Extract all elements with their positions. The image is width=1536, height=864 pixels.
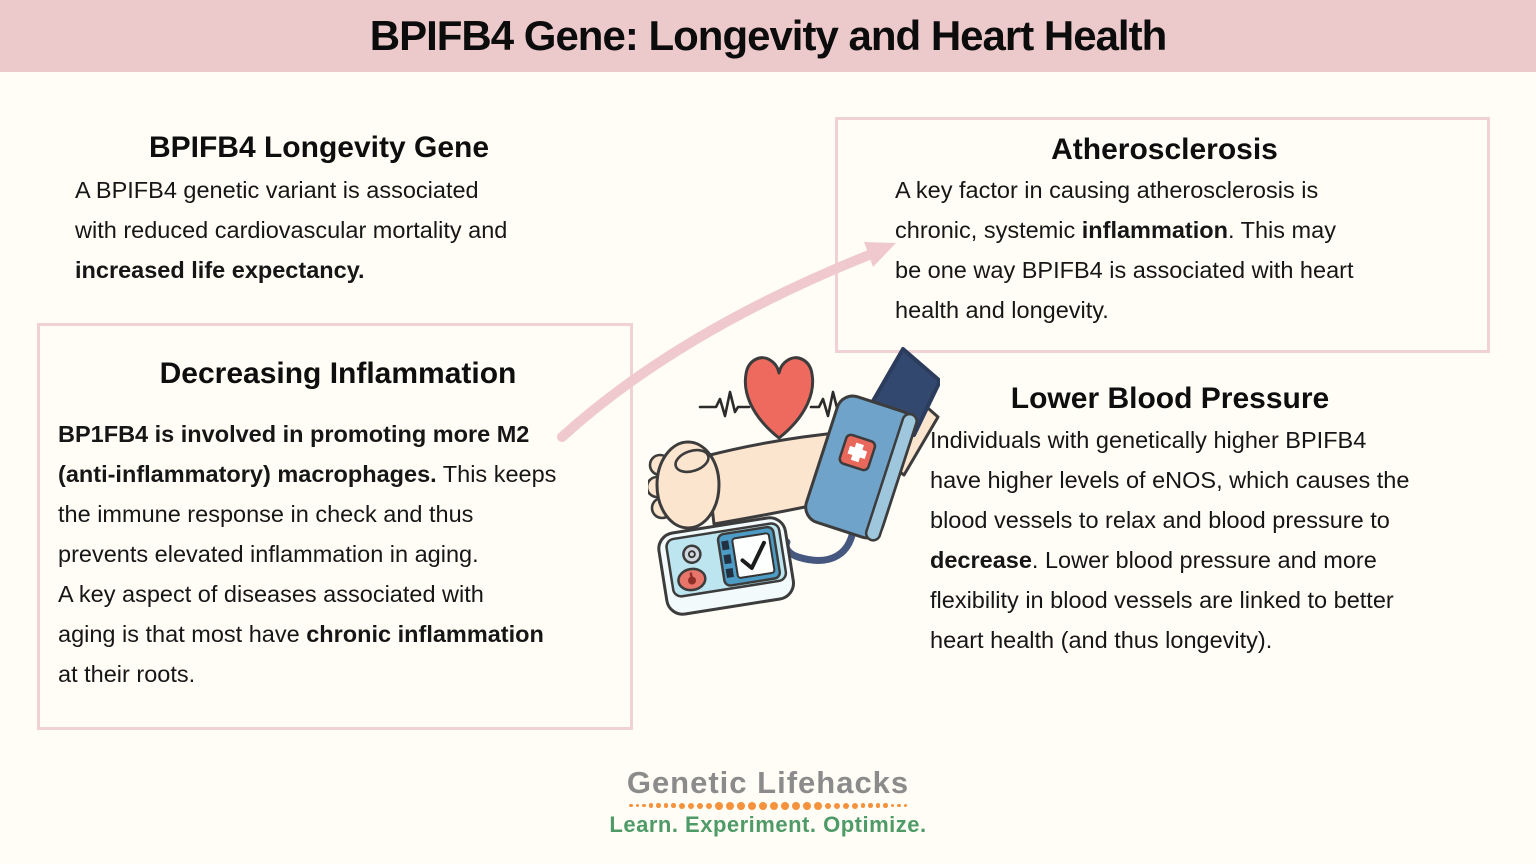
curved-arrow-connector: [557, 242, 896, 442]
arrow-head-icon: [864, 242, 896, 267]
brand-footer: Genetic Lifehacks Learn. Experiment. Opt…: [0, 766, 1536, 838]
thumb: [674, 448, 710, 474]
arrow-shaft: [557, 248, 879, 442]
section-longevity-gene: BPIFB4 Longevity Gene A BPIFB4 genetic v…: [75, 131, 615, 290]
power-button-glyph: [689, 572, 693, 579]
ekg-line-left-icon: [698, 390, 751, 418]
brand-logo-text: Genetic Lifehacks: [626, 765, 910, 800]
lower-blood-pressure-heading: Lower Blood Pressure: [1010, 382, 1330, 415]
power-button-glyph: [688, 576, 697, 585]
lower-blood-pressure-body: Individuals with genetically higher BPIF…: [930, 427, 1410, 653]
bezel-notch: [725, 568, 734, 578]
decreasing-inflammation-heading: Decreasing Inflammation: [159, 357, 517, 390]
title-banner: BPIFB4 Gene: Longevity and Heart Health: [0, 0, 1536, 72]
monitor-small-button: [682, 544, 702, 564]
dotted-divider: [629, 800, 907, 811]
longevity-gene-heading: BPIFB4 Longevity Gene: [148, 131, 490, 164]
checkmark-icon: [740, 540, 766, 571]
section-lower-blood-pressure: Lower Blood Pressure Individuals with ge…: [930, 382, 1510, 660]
cuff-rim: [864, 412, 918, 542]
small-button-glyph: [687, 550, 696, 559]
page-title: BPIFB4 Gene: Longevity and Heart Health: [369, 12, 1167, 59]
atherosclerosis-body: A key factor in causing atherosclerosis …: [895, 177, 1354, 323]
decreasing-inflammation-para2: A key aspect of diseases associated with…: [58, 581, 544, 687]
section-atherosclerosis-box: Atherosclerosis A key factor in causing …: [835, 117, 1490, 353]
decreasing-inflammation-para1: BP1FB4 is involved in promoting more M2 …: [58, 421, 557, 567]
bezel-notch: [721, 540, 730, 551]
bezel-notch: [723, 554, 732, 565]
blood-pressure-monitor-icon: [657, 516, 795, 616]
cross-glyph: [847, 442, 868, 463]
longevity-gene-body: A BPIFB4 genetic variant is associated w…: [75, 177, 508, 283]
brand-tagline: Learn. Experiment. Optimize.: [609, 812, 927, 837]
section-decreasing-inflammation-box: Decreasing Inflammation BP1FB4 is involv…: [37, 323, 633, 730]
arm-with-cuff-illustration: [648, 347, 940, 616]
blood-pressure-illustration: [648, 347, 940, 616]
blood-pressure-cuff: [804, 394, 918, 542]
heart-icon: [743, 356, 815, 440]
atherosclerosis-heading: Atherosclerosis: [1051, 133, 1278, 166]
monitor-screen: [731, 532, 776, 579]
